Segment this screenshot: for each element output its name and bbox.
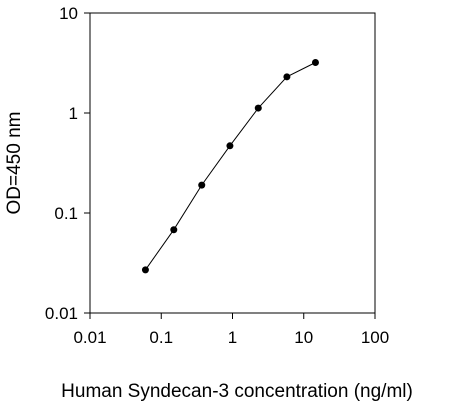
x-tick-label: 0.01	[73, 328, 106, 347]
x-axis-ticks: 0.01 0.1 1 10 100	[73, 313, 389, 347]
data-point	[226, 142, 234, 150]
data-points	[141, 58, 319, 274]
y-axis-title: OD=450 nm	[4, 112, 25, 215]
y-axis-ticks: 0.01 0.1 1 10	[45, 4, 90, 323]
x-tick-label: 1	[228, 328, 237, 347]
data-point	[283, 73, 291, 81]
y-tick-label: 10	[59, 4, 78, 23]
data-point	[170, 226, 178, 234]
data-point	[311, 58, 319, 66]
plot-area-frame	[89, 12, 376, 314]
series-line	[144, 62, 316, 271]
data-point	[141, 266, 149, 274]
x-axis-title: Human Syndecan-3 concentration (ng/ml)	[61, 381, 413, 402]
x-tick-label: 100	[361, 328, 389, 347]
data-point	[198, 181, 206, 189]
y-tick-label: 0.01	[45, 304, 78, 323]
y-tick-label: 1	[69, 104, 78, 123]
data-point	[254, 104, 262, 112]
y-tick-label: 0.1	[54, 204, 78, 223]
x-tick-label: 10	[294, 328, 313, 347]
x-tick-label: 0.1	[149, 328, 173, 347]
